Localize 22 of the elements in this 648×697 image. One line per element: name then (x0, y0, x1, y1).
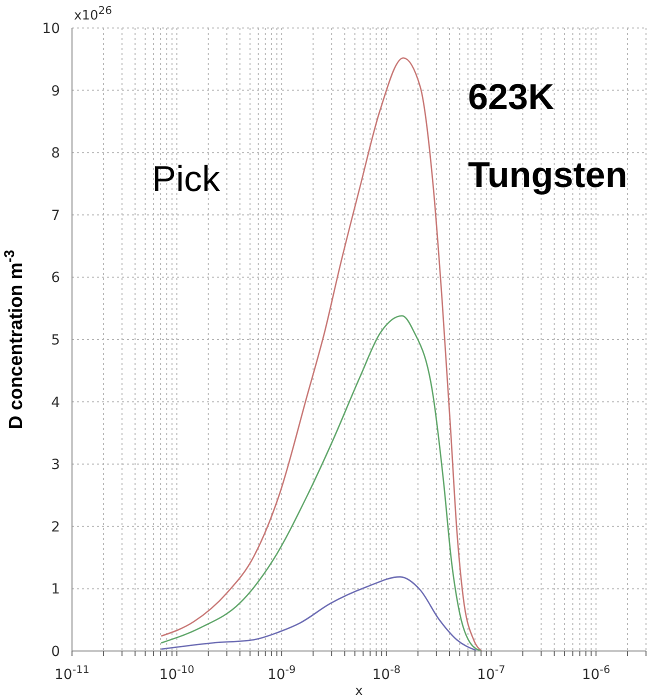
y-tick-label: 10 (42, 21, 60, 37)
text: x10$^{26}$ (74, 4, 112, 24)
annotation: 623K (468, 76, 554, 118)
x-tick-label: 10$^{-7}$ (477, 664, 506, 683)
annotation: Tungsten (468, 154, 628, 196)
y-tick-label: 6 (51, 270, 60, 286)
x-tick-label: 10$^{-6}$ (582, 664, 610, 683)
x-tick-label: 10$^{-11}$ (54, 664, 90, 683)
y-tick-label: 4 (51, 394, 60, 411)
x-tick-label: 10$^{-9}$ (267, 664, 296, 683)
y-tick-label: 2 (51, 519, 60, 536)
y-tick-label: 8 (51, 146, 60, 162)
y-tick-label: 0 (51, 644, 60, 660)
y-tick-label: 7 (51, 208, 60, 224)
y-tick-label: 5 (51, 332, 60, 348)
annotation: Pick (152, 158, 220, 200)
y-tick-label: 1 (51, 582, 60, 598)
x-tick-label: 10$^{-8}$ (372, 664, 401, 683)
y-tick-label: 3 (51, 457, 60, 474)
x-axis-title: x (355, 684, 364, 697)
x-tick-label: 10$^{-10}$ (159, 664, 194, 683)
y-tick-label: 9 (51, 83, 60, 100)
